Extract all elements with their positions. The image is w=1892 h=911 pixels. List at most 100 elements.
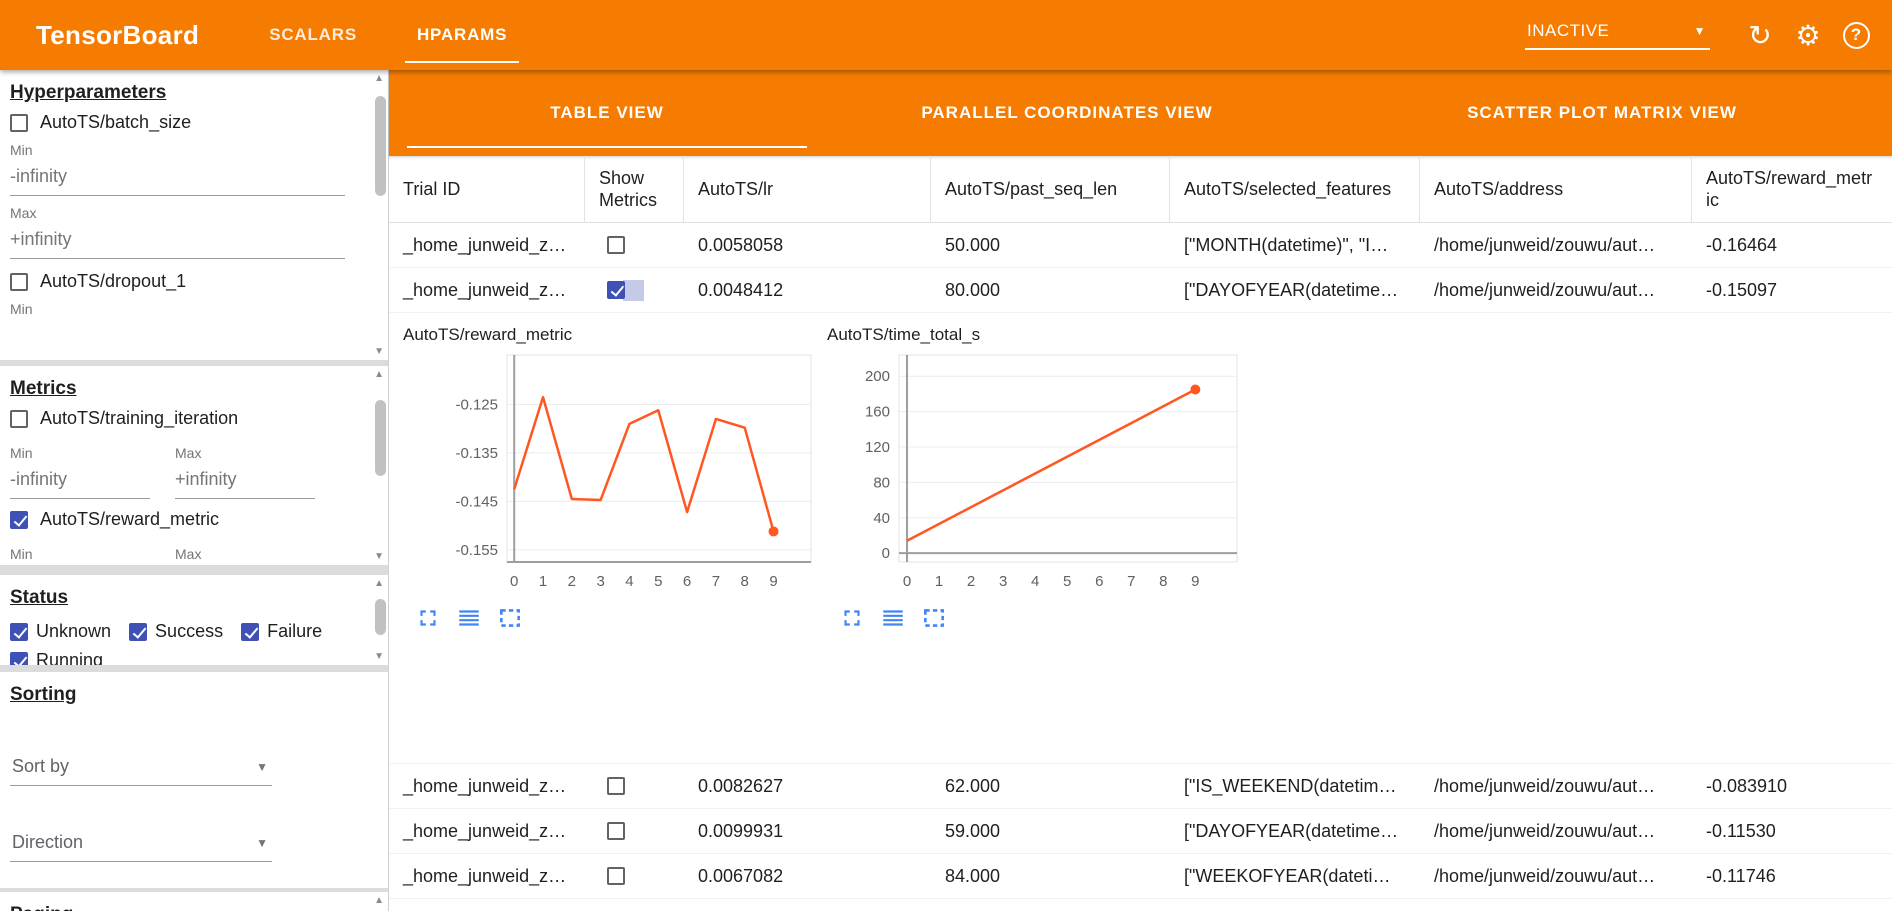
metric-label: AutoTS/reward_metric [40,509,219,530]
hparam-item-dropout-1[interactable]: AutoTS/dropout_1 [10,271,374,292]
app-title: TensorBoard [36,20,199,51]
direction-dropdown[interactable]: Direction ▼ [10,828,272,862]
checkbox-icon[interactable] [241,623,259,641]
scroll-down-icon[interactable]: ▼ [374,551,384,562]
scroll-down-icon[interactable]: ▼ [374,651,384,662]
fullscreen-icon[interactable] [839,605,865,631]
svg-text:1: 1 [539,573,547,590]
column-header-selected-features[interactable]: AutoTS/selected_features [1170,156,1420,222]
tab-table-view[interactable]: TABLE VIEW [407,70,807,156]
batch-size-max-input[interactable]: +infinity [10,223,345,259]
svg-text:1: 1 [935,573,943,590]
reward-metric-chart-group: AutoTS/reward_metric -0.125-0.135-0.145-… [403,317,827,763]
tab-hparams[interactable]: HPARAMS [387,0,537,70]
trial-id-cell: _home_junweid_z… [389,821,585,842]
scrollbar-thumb[interactable] [375,599,386,635]
svg-text:0: 0 [510,573,518,590]
scroll-up-icon[interactable]: ▲ [374,895,384,906]
min-label: Min [10,142,374,158]
svg-text:3: 3 [596,573,604,590]
status-item-running[interactable]: Running [10,650,103,665]
svg-text:5: 5 [654,573,662,590]
checkbox-icon[interactable] [10,652,28,666]
show-metrics-checkbox[interactable] [607,777,625,795]
trial-id-cell: _home_junweid_z… [389,280,585,301]
hparam-item-batch-size[interactable]: AutoTS/batch_size [10,112,374,133]
selected-features-cell: ["MONTH(datetime)", "I… [1170,235,1420,256]
hyperparameters-title: Hyperparameters [10,82,374,104]
metric-item-reward-metric[interactable]: AutoTS/reward_metric [10,509,374,530]
selection-box-icon[interactable] [921,605,947,631]
table-row: _home_junweid_z…0.008262762.000["IS_WEEK… [389,764,1892,809]
show-metrics-cell [585,854,684,898]
svg-text:9: 9 [1191,573,1199,590]
reload-status-dropdown[interactable]: INACTIVE ▼ [1525,21,1710,50]
checkbox-icon[interactable] [10,623,28,641]
scrollbar-thumb[interactable] [375,96,386,196]
svg-text:4: 4 [625,573,633,590]
scroll-up-icon[interactable]: ▲ [374,369,384,380]
show-metrics-checkbox[interactable] [607,822,625,840]
scrollbar-thumb[interactable] [375,400,386,476]
tab-scatter-plot-matrix-view[interactable]: SCATTER PLOT MATRIX VIEW [1327,70,1877,156]
svg-text:-0.135: -0.135 [455,445,498,462]
column-header-show-metrics[interactable]: Show Metrics [585,156,684,222]
view-tabs: TABLE VIEW PARALLEL COORDINATES VIEW SCA… [389,70,1892,156]
sort-by-dropdown[interactable]: Sort by ▼ [10,752,272,786]
lr-cell: 0.0099931 [684,821,931,842]
svg-text:7: 7 [712,573,720,590]
column-header-past-seq-len[interactable]: AutoTS/past_seq_len [931,156,1170,222]
scroll-up-icon[interactable]: ▲ [374,578,384,589]
checkbox-icon[interactable] [10,114,28,132]
column-header-lr[interactable]: AutoTS/lr [684,156,931,222]
metric-item-training-iteration[interactable]: AutoTS/training_iteration [10,408,374,429]
min-label: Min [10,546,175,562]
training-iteration-min-input[interactable]: -infinity [10,463,150,499]
table-row: _home_junweid_z…0.006708284.000["WEEKOFY… [389,854,1892,899]
column-header-reward-metric[interactable]: AutoTS/reward_metric [1692,156,1892,222]
settings-gear-icon[interactable]: ⚙ [1784,11,1832,59]
scroll-down-icon[interactable]: ▼ [374,346,384,357]
svg-text:-0.125: -0.125 [455,396,498,413]
checkbox-ripple [623,280,644,301]
help-icon[interactable]: ? [1832,11,1880,59]
lr-cell: 0.0067082 [684,866,931,887]
checkbox-icon[interactable] [10,410,28,428]
show-metrics-checkbox[interactable] [607,236,625,254]
checkbox-icon[interactable] [129,623,147,641]
batch-size-min-input[interactable]: -infinity [10,160,345,196]
sorting-section: Sorting Sort by ▼ Direction ▼ [0,672,388,888]
fullscreen-icon[interactable] [415,605,441,631]
svg-text:7: 7 [1127,573,1135,590]
svg-text:-0.155: -0.155 [455,542,498,559]
tab-parallel-coordinates-view[interactable]: PARALLEL COORDINATES VIEW [807,70,1327,156]
reward-metric-line-chart[interactable]: -0.125-0.135-0.145-0.1550123456789 [403,347,823,594]
selection-box-icon[interactable] [497,605,523,631]
svg-text:6: 6 [683,573,691,590]
refresh-icon[interactable]: ↻ [1736,11,1784,59]
svg-text:0: 0 [882,545,890,562]
svg-text:8: 8 [741,573,749,590]
show-metrics-checkbox[interactable] [607,867,625,885]
column-header-address[interactable]: AutoTS/address [1420,156,1692,222]
checkbox-icon[interactable] [10,273,28,291]
max-label: Max [175,546,340,562]
column-header-trial-id[interactable]: Trial ID [389,156,585,222]
raw-data-icon[interactable] [456,605,482,631]
status-item-failure[interactable]: Failure [241,621,322,642]
training-iteration-max-input[interactable]: +infinity [175,463,315,499]
table-rows-bottom: _home_junweid_z…0.008262762.000["IS_WEEK… [389,764,1892,899]
paging-title: Paging [10,904,374,911]
tab-scalars[interactable]: SCALARS [239,0,387,70]
status-item-unknown[interactable]: Unknown [10,621,111,642]
raw-data-icon[interactable] [880,605,906,631]
checkbox-icon[interactable] [10,511,28,529]
time-total-chart-group: AutoTS/time_total_s 04080120160200012345… [827,317,1267,763]
status-item-success[interactable]: Success [129,621,223,642]
reward-metric-cell: -0.083910 [1692,776,1892,797]
time-total-line-chart[interactable]: 040801201602000123456789 [827,347,1257,594]
past-seq-len-cell: 62.000 [931,776,1170,797]
svg-text:8: 8 [1159,573,1167,590]
scroll-up-icon[interactable]: ▲ [374,73,384,84]
svg-text:80: 80 [873,474,890,491]
